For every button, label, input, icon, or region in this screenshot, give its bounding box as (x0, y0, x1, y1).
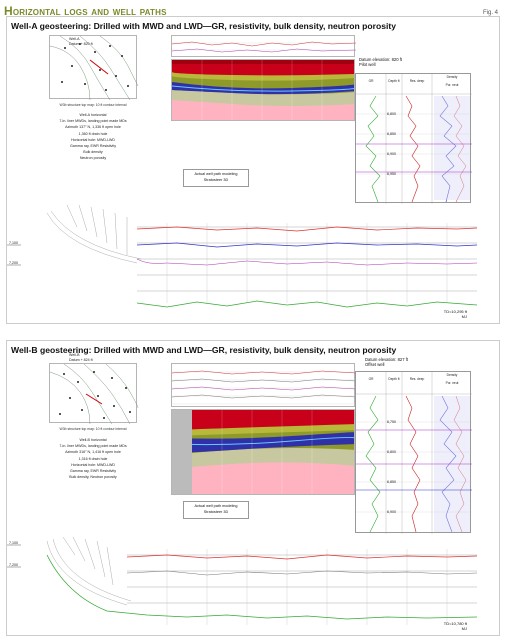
model-label-box: Actual well path modeling Stratosteer 3D (183, 501, 249, 519)
well-log-curves (356, 372, 472, 534)
track-header-neutron: Por. neut (445, 83, 459, 87)
track-header-resistivity: Res. deep (409, 377, 425, 381)
td-label: TD=10,295 ft MJ (443, 309, 467, 319)
cross-section-layers (172, 410, 354, 494)
structure-map (49, 35, 139, 101)
offset-well-log-tracks: GR Depth ft Res. deep Density Por. neut … (355, 371, 472, 534)
well-path-section (7, 204, 478, 308)
axis-tick: 7,100 (9, 241, 18, 245)
panel-well-a: Well-A geosteering: Drilled with MWD and… (6, 16, 500, 324)
axis-tick: 7,200 (9, 563, 18, 567)
structure-map (49, 363, 139, 425)
depth-tick: 6,950 (387, 172, 396, 176)
contour-map-graphic (49, 363, 139, 425)
track-header-resistivity: Res. deep (409, 79, 425, 83)
track-header-gr: GR (368, 377, 374, 381)
depth-tick: 6,850 (387, 132, 396, 136)
track-header-neutron: Por. neut (445, 381, 459, 385)
depth-tick: 6,900 (387, 510, 396, 514)
map-caption: W3b structure top map: 10 ft contour int… (59, 103, 127, 107)
track-header-gr: GR (368, 79, 374, 83)
depth-tick: 6,900 (387, 152, 396, 156)
contour-map-graphic (49, 35, 139, 101)
track-header-depth: Depth ft (388, 79, 400, 83)
log-strip-top (171, 363, 357, 407)
datum-label: Datum elevation: 820 ft Pilot well (359, 57, 403, 68)
panel-title: Well-A geosteering: Drilled with MWD and… (11, 21, 397, 31)
log-strip-curves (171, 41, 357, 53)
td-label: TD=10,780 ft MJ (443, 621, 467, 631)
geosteering-cross-section (171, 409, 355, 495)
map-caption: W3b structure top map: 10 ft contour int… (59, 427, 127, 431)
track-header-density: Density (446, 75, 458, 79)
axis-tick: 7,200 (9, 261, 18, 265)
model-label-box: Actual well path modeling Stratosteer 3D (183, 169, 249, 187)
well-log-curves (356, 74, 472, 204)
cross-section-layers (172, 60, 354, 120)
track-header-depth: Depth ft (388, 377, 400, 381)
depth-tick: 6,750 (387, 420, 396, 424)
page-header-title: Horizontal logs and well paths (4, 4, 167, 18)
pilot-well-log-tracks: GR Depth ft Res. deep Density Por. neut … (355, 73, 472, 204)
well-description: Well-B horizontal 7-in. liner MWDs, land… (59, 438, 127, 480)
log-strip-top (171, 35, 357, 57)
well-description: Well-A horizontal 7-in. liner MWDs, land… (59, 113, 127, 161)
track-header-density: Density (446, 373, 458, 377)
depth-tick: 6,850 (387, 480, 396, 484)
panel-title: Well-B geosteering: Drilled with MWD and… (11, 345, 397, 355)
axis-tick: 7,100 (9, 541, 18, 545)
figure-number: Fig. 4 (482, 10, 498, 16)
datum-label: Datum elevation: 827 ft Offset well (365, 357, 409, 368)
map-label: Well-B Datum + 824 ft (69, 353, 93, 362)
depth-tick: 6,800 (387, 450, 396, 454)
map-label: Well-A Datum + 820 ft (69, 37, 93, 46)
panel-well-b: Well-B geosteering: Drilled with MWD and… (6, 340, 500, 636)
depth-tick: 6,800 (387, 112, 396, 116)
well-path-section (7, 536, 478, 625)
geosteering-cross-section (171, 59, 355, 121)
log-strip-curves (171, 370, 357, 405)
